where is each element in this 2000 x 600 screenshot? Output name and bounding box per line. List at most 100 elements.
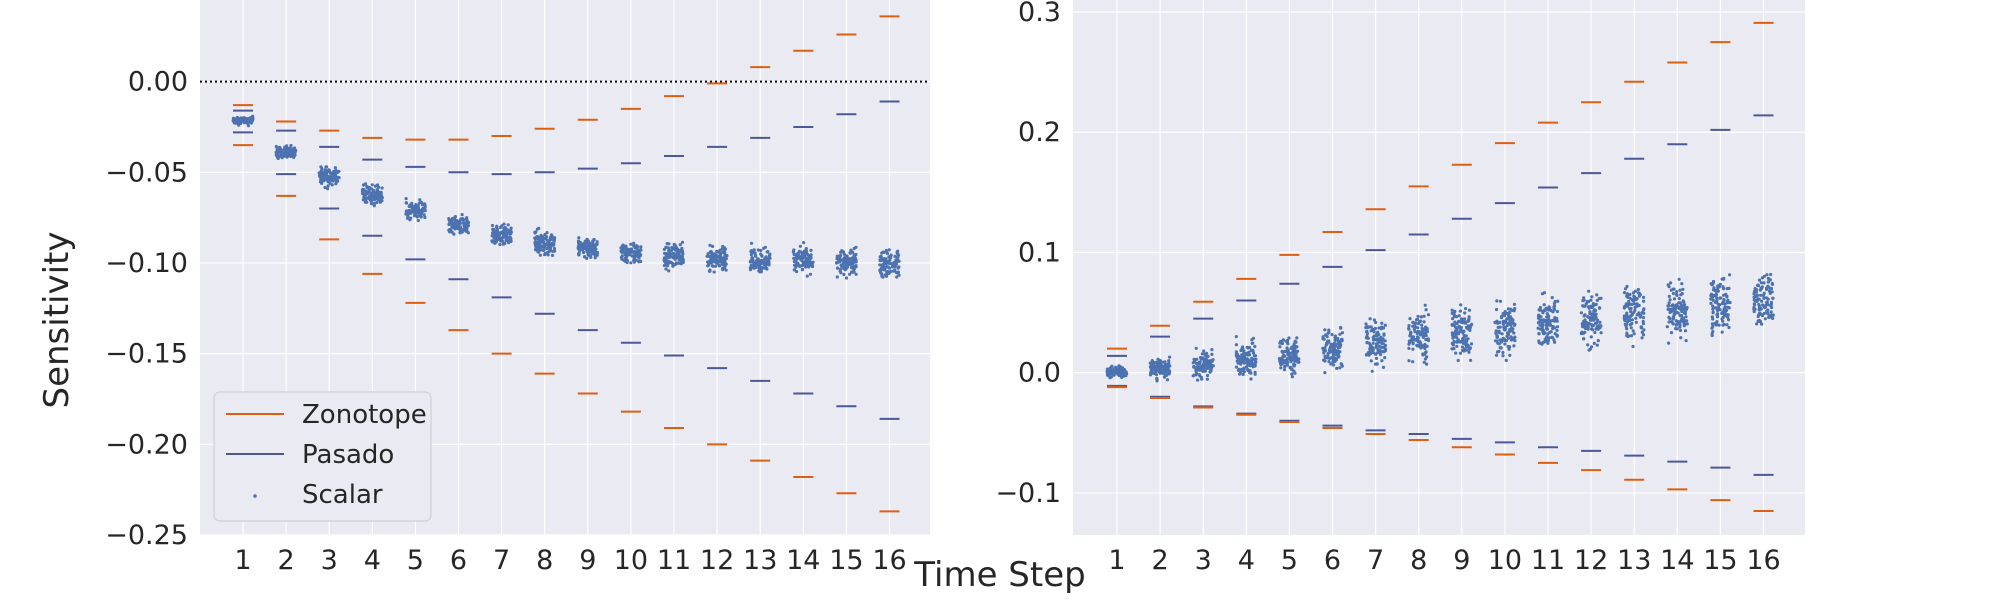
scalar-point (417, 201, 421, 205)
scalar-point (534, 246, 538, 250)
scalar-point (1709, 282, 1713, 286)
scalar-point (667, 249, 671, 253)
scalar-point (584, 242, 588, 247)
scalar-point (1581, 299, 1585, 303)
scalar-point (1685, 306, 1689, 310)
scalar-point (1622, 291, 1627, 295)
scalar-point (1411, 342, 1415, 346)
scalar-point (1711, 311, 1715, 315)
scalar-point (545, 242, 549, 246)
scalar-point (542, 240, 546, 244)
scalar-point (837, 260, 842, 264)
scalar-point (326, 184, 330, 188)
scalar-point (705, 254, 709, 258)
scalar-point (854, 265, 858, 269)
scalar-point (1383, 339, 1387, 343)
scalar-point (1675, 290, 1679, 294)
scalar-point (1499, 346, 1503, 350)
scalar-point (1717, 323, 1721, 327)
scalar-point (1454, 325, 1458, 329)
scalar-point (883, 266, 887, 271)
scalar-point (1634, 320, 1638, 324)
scalar-point (1583, 304, 1587, 308)
scalar-point (1333, 356, 1338, 361)
scalar-point (751, 250, 755, 254)
scalar-point (1542, 303, 1546, 307)
scalar-point (1678, 328, 1683, 332)
scalar-point (716, 260, 720, 264)
scalar-point (1454, 351, 1458, 355)
scalar-point (1420, 323, 1424, 327)
scalar-point (1669, 331, 1674, 335)
scalar-point (1495, 339, 1499, 343)
scalar-point (1196, 378, 1200, 382)
scalar-point (494, 231, 498, 235)
scalar-point (1323, 371, 1327, 375)
scalar-point (461, 217, 465, 221)
scalar-point (1380, 341, 1384, 345)
scalar-point (1119, 365, 1123, 370)
scalar-point (1380, 325, 1384, 329)
scalar-point (1339, 326, 1343, 330)
scalar-point (714, 264, 718, 268)
scalar-point (1591, 328, 1595, 332)
scalar-point (495, 227, 499, 231)
scalar-point (1542, 320, 1547, 324)
scalar-point (1286, 348, 1290, 352)
scalar-point (1540, 326, 1544, 330)
scalar-point (1459, 320, 1463, 324)
legend-box (213, 391, 432, 522)
scalar-point (1380, 345, 1384, 349)
scalar-point (1668, 317, 1672, 321)
scalar-point (844, 276, 849, 280)
scalar-point (542, 248, 546, 252)
scalar-point (1592, 318, 1596, 322)
scalar-point (275, 147, 279, 151)
scalar-point (1713, 288, 1717, 293)
scalar-point (854, 272, 858, 276)
scalar-point (1408, 317, 1412, 321)
scalar-point (595, 253, 599, 257)
x-tick-label: 12 (700, 545, 734, 576)
scalar-point (458, 231, 462, 235)
scalar-point (759, 248, 763, 253)
scalar-point (750, 241, 754, 245)
scalar-point (1546, 340, 1550, 344)
scalar-point (798, 264, 802, 268)
scalar-point (1725, 323, 1729, 327)
scalar-point (410, 208, 415, 212)
scalar-point (1280, 341, 1284, 346)
scalar-point (1381, 365, 1386, 369)
x-tick-label: 9 (579, 545, 596, 576)
scalar-point (1590, 295, 1594, 299)
scalar-point (550, 234, 554, 238)
scalar-point (369, 202, 374, 206)
scalar-point (723, 262, 728, 266)
scalar-point (595, 251, 599, 255)
scalar-point (491, 227, 495, 231)
scalar-point (798, 255, 802, 259)
scalar-point (624, 255, 628, 260)
scalar-point (635, 254, 640, 258)
scalar-point (1322, 337, 1326, 341)
scalar-point (706, 252, 710, 256)
scalar-point (1281, 350, 1285, 355)
scalar-point (501, 230, 505, 234)
scalar-point (1640, 330, 1644, 334)
scalar-point (538, 237, 542, 241)
scalar-point (323, 170, 327, 175)
scalar-point (1628, 296, 1632, 300)
scalar-point (1250, 356, 1254, 360)
scalar-point (370, 194, 374, 199)
scalar-point (1765, 300, 1769, 304)
scalar-point (804, 247, 808, 251)
scalar-point (1281, 338, 1285, 342)
scalar-point (629, 261, 633, 265)
scalar-point (1672, 297, 1677, 301)
scalar-point (1202, 349, 1206, 353)
scalar-point (845, 257, 850, 261)
scalar-point (1595, 321, 1599, 325)
scalar-point (1282, 368, 1287, 372)
scalar-point (664, 267, 668, 271)
scalar-point (672, 242, 676, 247)
